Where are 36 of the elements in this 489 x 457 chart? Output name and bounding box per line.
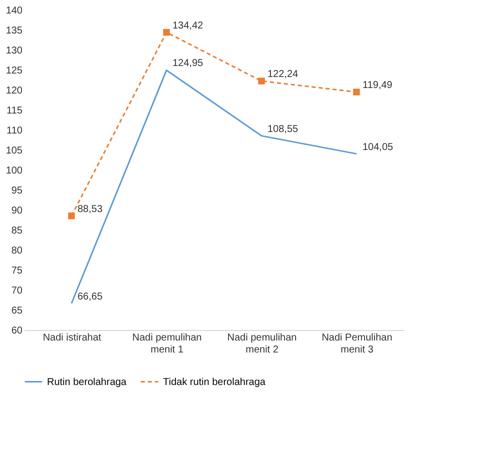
y-tick-label: 80 (11, 246, 23, 256)
point (258, 78, 265, 84)
y-tick-label: 100 (6, 166, 23, 176)
x-tick-label: Nadi istirahat (42, 332, 102, 344)
y-tick-label: 95 (11, 186, 23, 196)
y-tick-label: 70 (11, 286, 23, 296)
x-tick-label: Nadi pemulihan menit 2 (227, 332, 297, 356)
data-label: 108,55 (268, 124, 299, 135)
y-tick-label: 130 (6, 46, 23, 56)
data-label: 124,95 (172, 58, 204, 70)
x-tick-label: Nadi pemulihan menit 1 (132, 332, 202, 356)
line-series (70, 69, 358, 304)
y-tick-label: 75 (11, 266, 23, 276)
y-tick-label: 125 (6, 66, 23, 76)
point (163, 28, 170, 36)
y-tick-label: 140 (6, 6, 23, 16)
data-label: 119,49 (362, 80, 393, 92)
y-tick-label: 110 (6, 126, 23, 136)
data-label: 66,65 (78, 291, 103, 302)
data-label: 122,24 (268, 69, 299, 80)
point (68, 212, 75, 220)
legend-label: Rutin berolahraga (47, 376, 127, 388)
legend-label: Tidak rutin berolahraga (163, 376, 266, 388)
data-label: 88,53 (78, 204, 103, 215)
y-tick-label: 120 (6, 86, 23, 96)
x-tick-label: Nadi Pemulihan menit 3 (322, 332, 392, 356)
point (353, 88, 360, 96)
data-label: 134,42 (172, 20, 204, 32)
y-tick-label: 65 (11, 306, 23, 316)
y-tick-label: 135 (6, 26, 23, 36)
y-tick-label: 115 (6, 106, 23, 116)
y-tick-label: 60 (11, 326, 23, 336)
y-tick-label: 85 (11, 226, 23, 236)
y-tick-label: 105 (6, 146, 23, 156)
data-label: 104,05 (362, 142, 394, 153)
y-tick-label: 90 (11, 206, 23, 216)
